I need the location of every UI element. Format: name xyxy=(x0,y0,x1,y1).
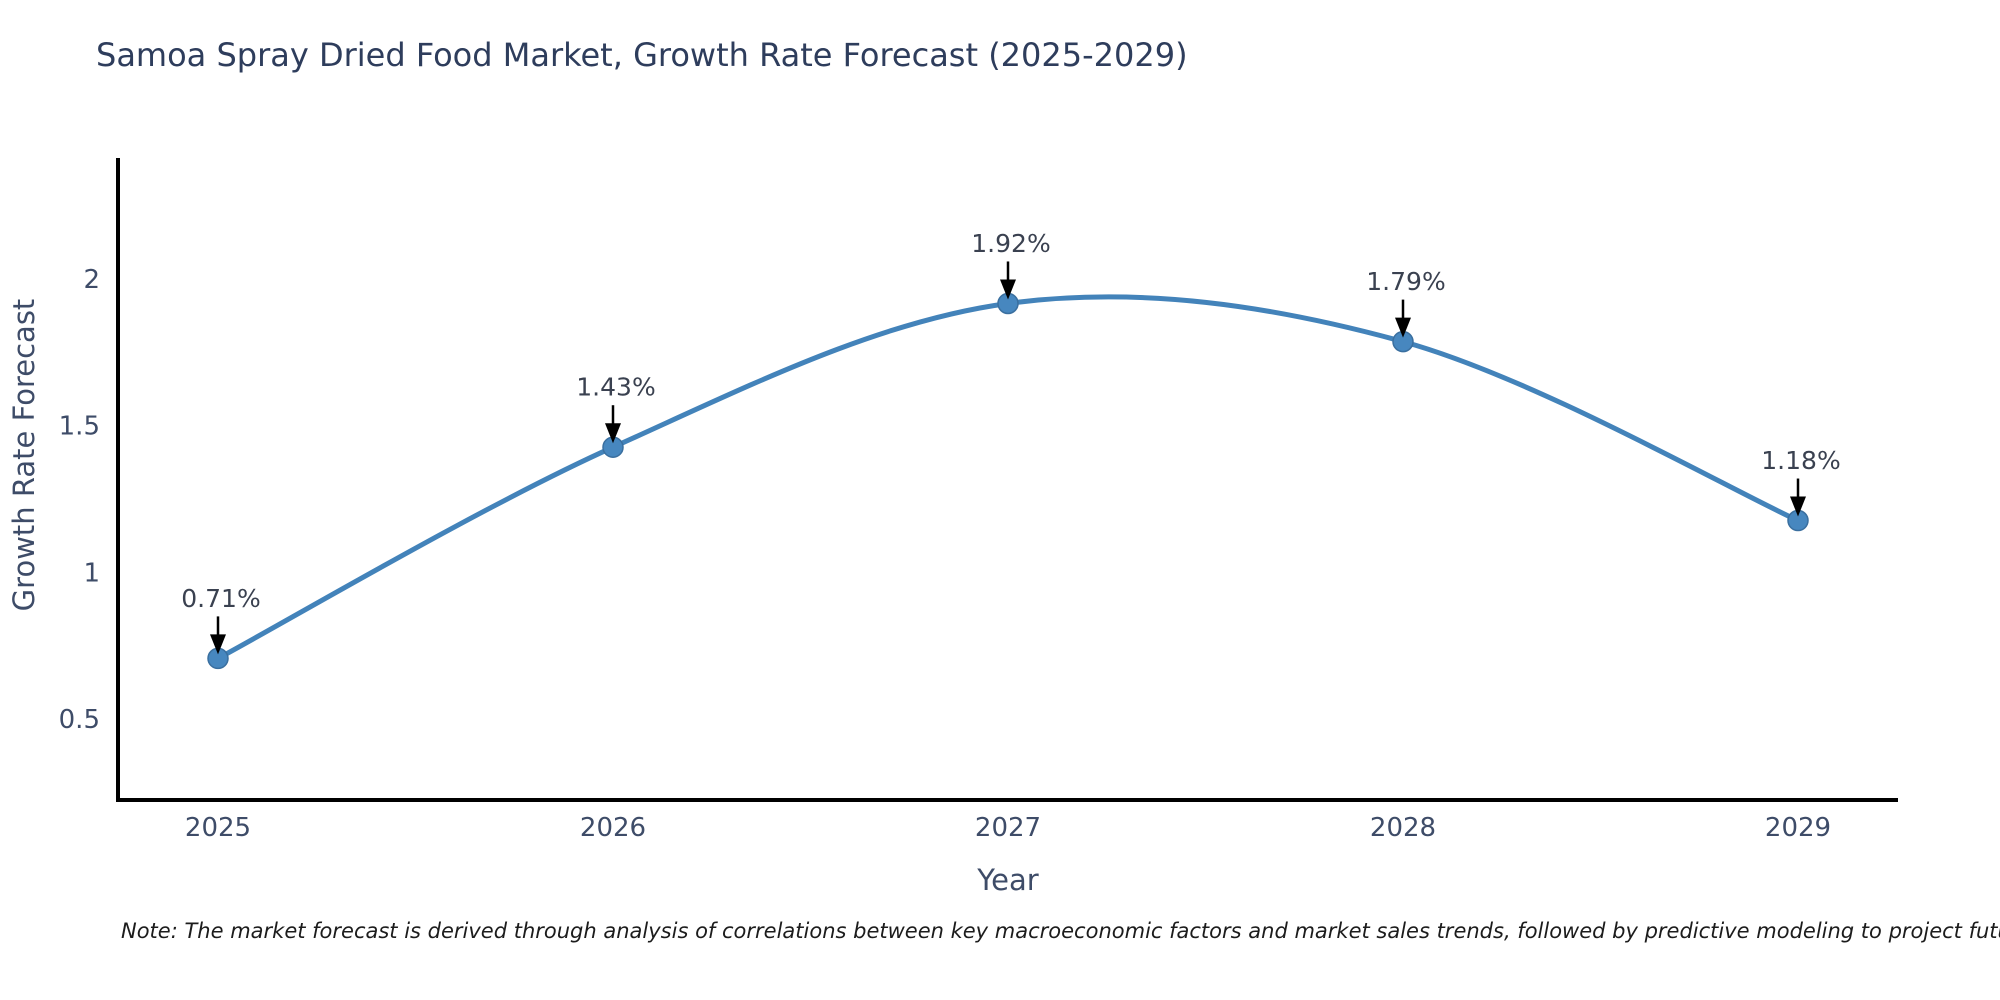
annotation-arrow-head xyxy=(1000,279,1016,300)
x-tick-label: 2027 xyxy=(975,813,1041,843)
y-tick-label: 2 xyxy=(83,265,100,295)
data-point-annotations: 0.71% 1.43% 1.92% 1.79% 1.18% xyxy=(181,229,1841,655)
series-line xyxy=(215,294,1801,661)
data-point-label: 0.71% xyxy=(181,584,260,613)
data-point-label: 1.79% xyxy=(1366,267,1445,296)
x-axis-ticks: 2025 2026 2027 2028 2029 xyxy=(185,813,1831,843)
chart-title: Samoa Spray Dried Food Market, Growth Ra… xyxy=(96,36,1188,74)
annotation-arrow-head xyxy=(1790,496,1806,517)
y-tick-label: 1.5 xyxy=(59,412,100,442)
annotation-arrow-head xyxy=(605,423,621,444)
data-point-markers xyxy=(207,292,1809,670)
footnote: Note: The market forecast is derived thr… xyxy=(121,919,2000,943)
annotation-arrow-head xyxy=(1395,317,1411,338)
x-tick-label: 2026 xyxy=(580,813,646,843)
data-point-label: 1.92% xyxy=(971,229,1050,258)
x-tick-label: 2028 xyxy=(1370,813,1436,843)
annotation-arrow-head xyxy=(210,634,226,655)
y-axis-ticks: 0.5 1 1.5 2 xyxy=(59,265,100,735)
y-tick-label: 1 xyxy=(83,558,100,588)
y-tick-label: 0.5 xyxy=(59,705,100,735)
x-tick-label: 2029 xyxy=(1765,813,1831,843)
data-point-label: 1.18% xyxy=(1761,446,1840,475)
x-tick-label: 2025 xyxy=(185,813,251,843)
data-point-label: 1.43% xyxy=(576,373,655,402)
y-axis-label: Growth Rate Forecast xyxy=(7,299,41,612)
x-axis-label: Year xyxy=(976,863,1038,897)
